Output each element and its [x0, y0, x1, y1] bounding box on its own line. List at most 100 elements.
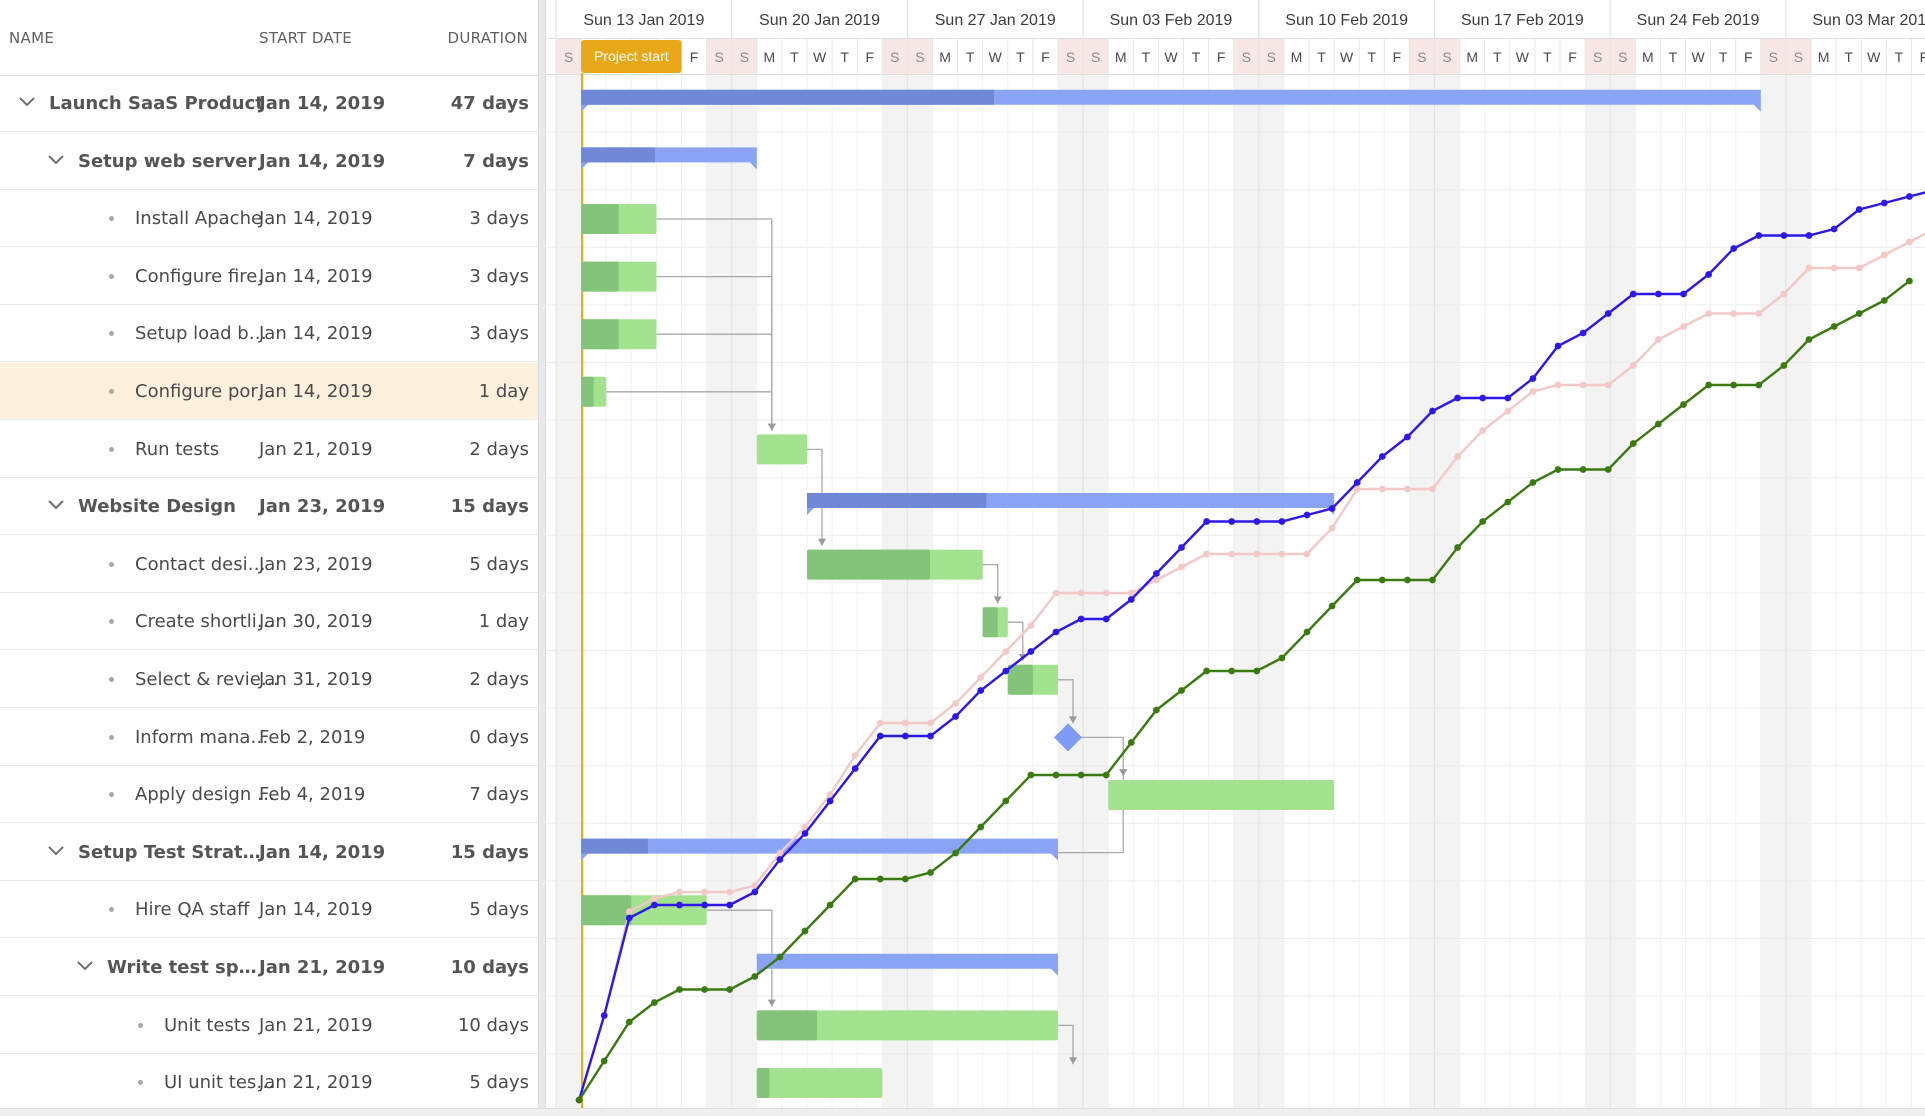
weekend-header-shade: [1760, 39, 1786, 74]
summary-bar[interactable]: [581, 838, 1058, 861]
column-header-start-date[interactable]: START DATE: [259, 29, 353, 47]
series-point: [776, 856, 784, 863]
task-row[interactable]: Configure por… Jan 14, 2019 1 day: [0, 363, 538, 420]
task-name: Create shortli…: [135, 611, 275, 633]
arrow-head-icon: [767, 999, 776, 1007]
series-point: [1780, 290, 1788, 298]
series-point: [1479, 394, 1487, 402]
summary-bar[interactable]: [756, 953, 1058, 976]
series-point: [1629, 290, 1637, 298]
task-row[interactable]: Website Design Jan 23, 2019 15 days: [0, 478, 538, 536]
task-row[interactable]: Create shortli… Jan 30, 2019 1 day: [0, 593, 538, 651]
milestone-diamond[interactable]: [1054, 723, 1082, 752]
task-progress: [581, 376, 594, 407]
task-row[interactable]: Inform mana… Feb 2, 2019 0 days: [0, 709, 538, 766]
day-letter: M: [1466, 49, 1478, 65]
task-row[interactable]: Install Apache Jan 14, 2019 3 days: [0, 190, 538, 248]
chevron-down-icon[interactable]: [74, 955, 96, 977]
task-row[interactable]: Select & revie… Jan 31, 2019 2 days: [0, 651, 538, 708]
weekend-shade: [1760, 75, 1786, 1115]
series-point: [651, 999, 658, 1006]
task-row[interactable]: Launch SaaS Product Jan 14, 2019 47 days: [0, 75, 538, 132]
series-point: [876, 732, 884, 740]
column-header-duration[interactable]: DURATION: [447, 29, 528, 47]
task-name: Setup web server: [78, 150, 257, 172]
series-point: [1454, 544, 1461, 551]
series-point: [927, 719, 934, 727]
chevron-down-icon[interactable]: [16, 91, 38, 113]
series-point: [1655, 290, 1662, 298]
task-bar[interactable]: [1108, 780, 1335, 810]
task-row[interactable]: UI unit tes… Jan 21, 2019 5 days: [0, 1054, 538, 1112]
day-letter: F: [1393, 49, 1402, 65]
series-point: [1755, 232, 1763, 239]
series-point: [1579, 466, 1587, 473]
chevron-down-icon[interactable]: [45, 840, 67, 862]
task-duration: 0 days: [469, 726, 529, 748]
series-point: [1228, 518, 1236, 525]
task-bar[interactable]: [756, 434, 807, 465]
task-row[interactable]: Setup Test Strat… Jan 14, 2019 15 days: [0, 824, 538, 881]
task-name: Inform mana…: [135, 726, 269, 748]
task-row[interactable]: Run tests Jan 21, 2019 2 days: [0, 421, 538, 478]
task-row[interactable]: Setup load b… Jan 14, 2019 3 days: [0, 305, 538, 363]
task-row[interactable]: Write test sp… Jan 21, 2019 10 days: [0, 939, 538, 996]
task-start-date: Jan 14, 2019: [259, 381, 373, 402]
task-progress: [581, 261, 619, 292]
series-point: [1655, 336, 1662, 343]
series-point: [1454, 453, 1461, 460]
series-point: [1303, 550, 1311, 558]
task-row[interactable]: Configure fire… Jan 14, 2019 3 days: [0, 248, 538, 305]
series-point: [1504, 498, 1512, 506]
series-point: [1027, 771, 1035, 779]
dependency-line: [606, 391, 773, 431]
weekend-header-shade: [1585, 39, 1611, 74]
task-duration: 1 day: [478, 381, 529, 402]
task-row[interactable]: Unit tests Jan 21, 2019 10 days: [0, 997, 538, 1054]
series-point: [1102, 615, 1110, 623]
day-letter: S: [1593, 49, 1602, 65]
weekend-shade: [1409, 75, 1435, 1115]
weekend-header-shade: [1233, 39, 1259, 74]
arrow-head-icon: [1119, 769, 1128, 777]
weekend-header-shade: [731, 39, 757, 74]
gantt-timeline: Sun 13 Jan 2019 Sun 20 Jan 2019 Sun 27 Jan…: [546, 0, 1925, 1115]
day-letter: T: [1669, 49, 1678, 65]
series-point: [1830, 264, 1838, 272]
horizontal-scrollbar[interactable]: [0, 1108, 1925, 1116]
series-point: [701, 901, 708, 909]
task-start-date: Jan 14, 2019: [259, 323, 373, 345]
series-point: [1178, 563, 1185, 571]
day-letter: T: [1543, 49, 1552, 65]
chevron-down-icon[interactable]: [45, 149, 67, 171]
series-line: [578, 280, 1911, 1101]
task-progress: [756, 1010, 818, 1041]
task-name: Hire QA staff: [135, 899, 250, 921]
bullet-icon: [109, 619, 114, 625]
bullet-icon: [138, 1080, 143, 1086]
day-letter: M: [1291, 49, 1303, 65]
column-header-name[interactable]: NAME: [9, 29, 55, 47]
series-point: [1278, 654, 1286, 662]
day-letter: T: [1016, 49, 1025, 65]
series-point: [1404, 485, 1411, 493]
panel-splitter[interactable]: [538, 0, 546, 1115]
weekend-shade: [1610, 75, 1636, 1115]
series-point: [1378, 485, 1386, 493]
task-row[interactable]: Apply design … Feb 4, 2019 7 days: [0, 766, 538, 824]
day-letter: M: [1818, 49, 1830, 65]
series-point: [977, 823, 985, 831]
series-point: [927, 869, 934, 876]
day-letter: T: [1367, 49, 1376, 65]
task-row[interactable]: Contact desi… Jan 23, 2019 5 days: [0, 536, 538, 593]
task-bar[interactable]: [756, 1010, 1058, 1041]
task-bar[interactable]: [756, 1068, 883, 1098]
bullet-icon: [109, 561, 114, 567]
series-point: [1805, 264, 1813, 272]
chevron-down-icon[interactable]: [45, 494, 67, 516]
series-point: [1830, 323, 1838, 330]
weekend-shade: [1785, 75, 1811, 1115]
task-row[interactable]: Hire QA staff Jan 14, 2019 5 days: [0, 881, 538, 939]
task-row[interactable]: Setup web server Jan 14, 2019 7 days: [0, 133, 538, 190]
series-point: [1153, 570, 1160, 577]
